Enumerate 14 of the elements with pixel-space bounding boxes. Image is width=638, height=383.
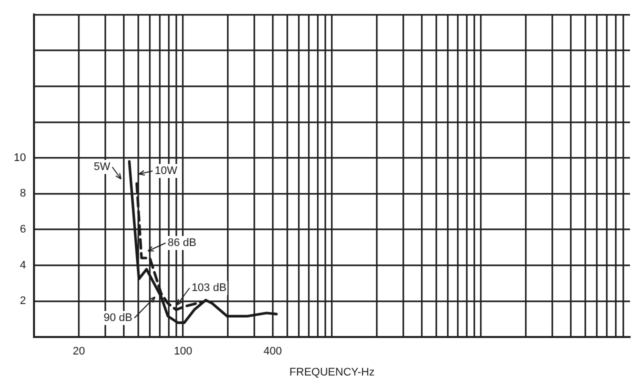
x-tick-label: 100 — [174, 346, 192, 358]
annotation: 10W — [154, 165, 178, 178]
y-tick-label: 10 — [14, 152, 26, 164]
x-tick-label: 400 — [264, 346, 282, 358]
y-tick-label: 6 — [20, 224, 26, 236]
annotation: 103 dB — [192, 282, 226, 294]
x-axis-title: FREQUENCY-Hz — [289, 366, 375, 378]
y-tick-label: 4 — [20, 259, 26, 272]
y-tick-label: 2 — [20, 295, 26, 308]
annotation: 86 dB — [168, 237, 196, 250]
annotation: 90 dB — [104, 312, 132, 324]
annotation: 5W — [94, 161, 111, 174]
y-tick-label: 8 — [20, 188, 26, 200]
x-tick-label: 20 — [72, 346, 85, 358]
